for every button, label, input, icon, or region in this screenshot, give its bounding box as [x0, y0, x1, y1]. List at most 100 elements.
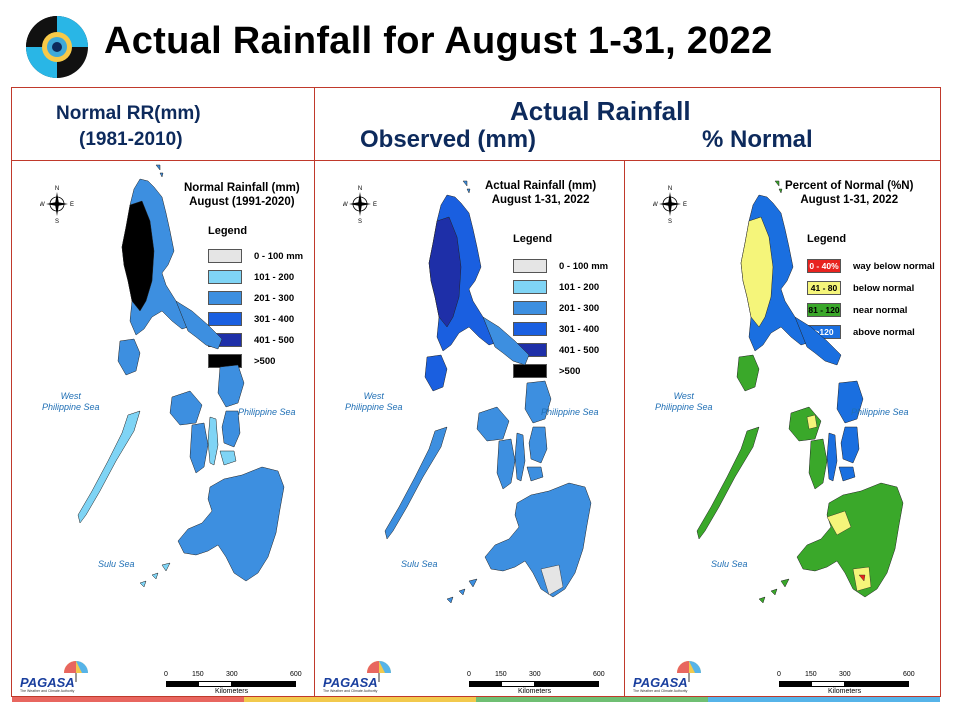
- page-title: Actual Rainfall for August 1-31, 2022: [104, 20, 773, 62]
- legend-swatch: [513, 259, 547, 273]
- island-bicol: [482, 316, 530, 366]
- island-bohol: [526, 466, 544, 482]
- percent-normal-label: % Normal: [702, 126, 813, 153]
- content-frame: [11, 87, 941, 697]
- scale-bar: [469, 681, 599, 687]
- map-title: Actual Rainfall (mm) August 1-31, 2022: [485, 180, 597, 206]
- scale-tick-label: 600: [903, 671, 915, 678]
- legend-item: 301 - 400: [208, 312, 294, 326]
- legend-label: 0 - 100 mm: [559, 260, 609, 272]
- legend-label: way below normal: [853, 260, 935, 272]
- region-patch: [858, 574, 866, 582]
- west-philippine-sea-label: West Philippine Sea: [655, 391, 713, 412]
- island-negros: [189, 422, 209, 474]
- philippines-map: [384, 180, 592, 604]
- philippine-sea-label: Philippine Sea: [238, 407, 296, 417]
- island-sulu: [758, 578, 790, 604]
- scale-tick-label: 150: [192, 671, 204, 678]
- island-samar: [217, 364, 245, 408]
- island-palawan: [384, 426, 448, 540]
- legend-label: 301 - 400: [254, 313, 295, 325]
- region-patch: [540, 564, 564, 596]
- normal-rr-label: Normal RR(mm): [56, 103, 201, 124]
- island-mindoro: [117, 338, 141, 376]
- legend-swatch: [208, 249, 242, 263]
- sulu-sea-label: Sulu Sea: [711, 559, 748, 569]
- legend-label: above normal: [853, 326, 915, 338]
- legend-label: 401 - 500: [254, 334, 295, 346]
- island-bohol: [838, 466, 856, 482]
- map-panel-normal: N S W E Normal Rainfall (mm) August (1991…: [12, 161, 314, 697]
- normal-rr-period: (1981-2010): [79, 129, 183, 150]
- divider-1: [314, 87, 315, 697]
- island-palawan: [696, 426, 760, 540]
- map-title: Normal Rainfall (mm) August (1991-2020): [184, 182, 300, 208]
- legend-swatch: [513, 364, 547, 378]
- scale-bar-segment: [780, 682, 812, 686]
- umbrella-icon: [677, 661, 701, 682]
- legend-label: >500: [254, 355, 276, 367]
- island-samar: [524, 380, 552, 424]
- scale-bar-segment: [167, 682, 199, 686]
- legend-item: 301 - 400: [513, 322, 599, 336]
- scale-bar-segment: [470, 682, 502, 686]
- scale-tick-label: 0: [467, 671, 471, 678]
- svg-text:W: W: [40, 202, 45, 208]
- region-patch: [806, 414, 818, 430]
- legend-label: 0 - 100 mm: [254, 250, 304, 262]
- scale-bar-segment: [502, 682, 534, 686]
- legend-label: 201 - 300: [254, 292, 295, 304]
- island-cebu: [514, 432, 526, 482]
- island-bohol: [219, 450, 237, 466]
- west-philippine-sea-label: West Philippine Sea: [345, 391, 403, 412]
- map-panel-percent: N S W E Percent of Normal (%N) August 1-3…: [625, 161, 940, 697]
- scale-tick-label: 150: [805, 671, 817, 678]
- agency-name: PAGASA: [20, 675, 75, 690]
- legend-swatch: [208, 270, 242, 284]
- scale-tick-label: 0: [777, 671, 781, 678]
- agency-tagline: The Weather and Climate Authority: [323, 689, 378, 693]
- svg-text:S: S: [668, 219, 672, 223]
- island-leyte: [221, 410, 241, 448]
- scale-bar-segment: [199, 682, 231, 686]
- scale-tick-label: 300: [529, 671, 541, 678]
- legend-swatch: [513, 301, 547, 315]
- compass-rose-icon: N S W E: [653, 186, 687, 223]
- legend-item: 0 - 100 mm: [208, 249, 303, 263]
- agency-tagline: The Weather and Climate Authority: [633, 689, 688, 693]
- legend-item: 41 - 80 below normal: [807, 281, 914, 295]
- island-negros: [808, 438, 828, 490]
- west-philippine-sea-label: West Philippine Sea: [42, 391, 100, 412]
- pagasa-branding: PAGASA The Weather and Climate Authority: [321, 661, 411, 695]
- legend-title: Legend: [208, 225, 248, 237]
- header-divider: [11, 160, 941, 161]
- island-palawan: [77, 410, 141, 524]
- legend-label: 101 - 200: [254, 271, 295, 283]
- scale-bar-segment: [844, 682, 908, 686]
- scale-unit: Kilometers: [518, 688, 552, 695]
- legend-label: near normal: [853, 304, 908, 316]
- island-batanes: [462, 180, 471, 194]
- sulu-sea-label: Sulu Sea: [98, 559, 135, 569]
- island-mindoro: [424, 354, 448, 392]
- scale-bar: [166, 681, 296, 687]
- svg-text:E: E: [683, 202, 687, 208]
- svg-text:N: N: [55, 186, 59, 192]
- pagasa-branding: PAGASA The Weather and Climate Authority: [631, 661, 721, 695]
- island-bicol: [794, 316, 842, 366]
- svg-text:N: N: [668, 186, 672, 192]
- scale-tick-label: 300: [839, 671, 851, 678]
- philippine-sea-label: Philippine Sea: [541, 407, 599, 417]
- observed-label: Observed (mm): [360, 126, 537, 153]
- scale-tick-label: 0: [164, 671, 168, 678]
- legend-title: Legend: [807, 233, 847, 245]
- agency-name: PAGASA: [323, 675, 378, 690]
- legend-swatch: 0 - 40%: [807, 259, 841, 273]
- scale-unit: Kilometers: [828, 688, 862, 695]
- legend-label: 301 - 400: [559, 323, 600, 335]
- svg-text:W: W: [653, 202, 658, 208]
- legend-swatch: 81 - 120: [807, 303, 841, 317]
- svg-text:E: E: [373, 202, 377, 208]
- island-cebu: [826, 432, 838, 482]
- legend-item: 201 - 300: [513, 301, 599, 315]
